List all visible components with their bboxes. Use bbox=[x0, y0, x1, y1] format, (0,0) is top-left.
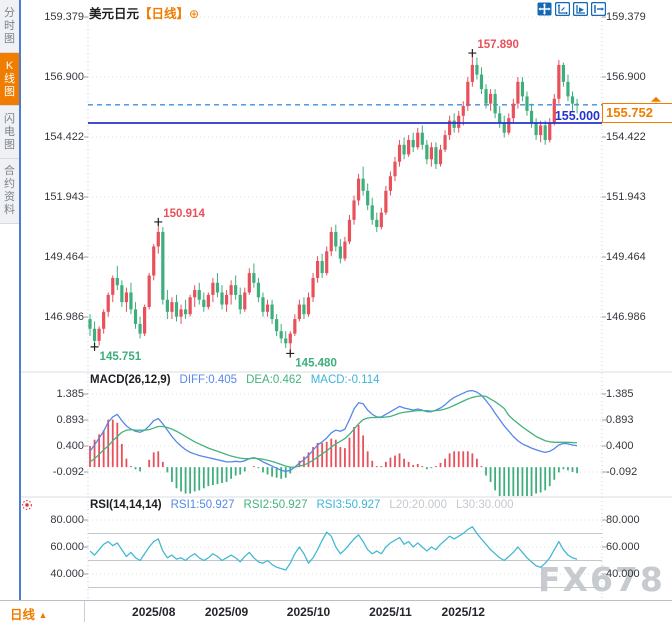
macd-header[interactable]: MACD(26,12,9) DIFF:0.405 DEA:0.462 MACD:-0.… bbox=[90, 374, 389, 386]
price-axis-label: 151.943 bbox=[44, 191, 84, 203]
price-axis-label: 159.379 bbox=[44, 11, 84, 23]
sidebar-item-char: 料 bbox=[4, 204, 15, 216]
price-axis-label: 151.943 bbox=[606, 191, 646, 203]
bottom-bar-divider bbox=[84, 601, 85, 622]
price-axis-label: 146.986 bbox=[44, 311, 84, 323]
period-bracket: 【日线】 bbox=[139, 7, 190, 21]
rsi-l20-value: L20:20.000 bbox=[389, 499, 447, 511]
sidebar-item-char: 线 bbox=[4, 72, 15, 85]
sidebar-item-char: 分 bbox=[4, 6, 15, 19]
macd-axis-label: -0.092 bbox=[606, 466, 638, 478]
period-dropdown-arrow-icon: ▲ bbox=[38, 610, 48, 620]
sidebar-item-char: K bbox=[5, 59, 14, 72]
rsi2-value: RSI2:50.927 bbox=[243, 499, 308, 511]
time-axis-bar: 日线 ▲ 2025/08 2025/09 2025/10 2025/11 2025/12 bbox=[0, 600, 672, 622]
chart-title: 美元日元【日线】⊕ bbox=[89, 3, 199, 22]
macd-axis-label: 0.893 bbox=[606, 413, 634, 426]
axis-scale-icon[interactable] bbox=[555, 2, 570, 16]
alert-price-label: 155.000 bbox=[554, 109, 600, 123]
rsi-header[interactable]: RSI(14,14,14) RSI1:50.927 RSI2:50.927 RSI3:… bbox=[90, 499, 523, 511]
sidebar-item-tab[interactable]: 合约资料 bbox=[0, 159, 19, 224]
symbol-name: 美元日元 bbox=[89, 7, 140, 21]
macd-axis-label: 1.385 bbox=[56, 388, 84, 400]
month-label: 2025/10 bbox=[286, 605, 331, 619]
month-label: 2025/09 bbox=[204, 605, 249, 619]
sidebar-item-char: 合 bbox=[4, 165, 15, 177]
sidebar-item-tab[interactable]: 分时图 bbox=[0, 0, 19, 53]
period-selector[interactable]: 日线 ▲ bbox=[10, 604, 47, 622]
macd-diff-value: DIFF:0.405 bbox=[179, 374, 238, 386]
price-axis-label: 159.379 bbox=[606, 11, 646, 23]
rsi-l30-value: L30:30.000 bbox=[455, 499, 514, 511]
macd-axis-label: 1.385 bbox=[606, 388, 634, 400]
rsi-axis-label: 60.000 bbox=[50, 541, 84, 553]
rsi3-value: RSI3:50.927 bbox=[316, 499, 381, 511]
price-axis-label: 156.900 bbox=[44, 71, 84, 83]
month-label: 2025/11 bbox=[369, 605, 412, 619]
current-price-label: 155.752 bbox=[602, 103, 672, 123]
macd-axis-label: 0.400 bbox=[606, 440, 634, 453]
sidebar-item-char: 资 bbox=[4, 191, 15, 203]
sidebar-item-char: 图 bbox=[4, 138, 15, 151]
axis-playback-icon[interactable] bbox=[573, 2, 588, 16]
price-annotation: 157.890 bbox=[477, 39, 519, 51]
chart-toolbar bbox=[537, 2, 606, 16]
watermark: FX678 bbox=[538, 560, 665, 599]
sidebar-item-char: 图 bbox=[4, 85, 15, 98]
sidebar-item-char: 约 bbox=[4, 178, 15, 190]
price-axis-label: 149.464 bbox=[44, 251, 84, 263]
sidebar-item-tab[interactable]: 闪电图 bbox=[0, 106, 19, 159]
macd-axis-label: 0.893 bbox=[56, 413, 84, 426]
rsi1-value: RSI1:50.927 bbox=[170, 499, 235, 511]
add-indicator-icon[interactable]: ⊕ bbox=[189, 7, 200, 21]
sidebar-item-char: 时 bbox=[4, 19, 15, 32]
macd-bar-value: MACD:-0.114 bbox=[310, 374, 380, 386]
pan-icon[interactable] bbox=[537, 2, 552, 16]
exit-right-icon[interactable] bbox=[591, 2, 606, 16]
rsi-axis-label: 40.000 bbox=[606, 568, 640, 580]
price-annotation: 145.480 bbox=[295, 357, 337, 369]
price-axis-label: 149.464 bbox=[606, 251, 646, 263]
price-axis-label: 146.986 bbox=[606, 311, 646, 323]
sidebar-item-char: 闪 bbox=[4, 112, 15, 125]
rsi-axis-label: 40.000 bbox=[50, 568, 84, 580]
sidebar-border bbox=[19, 0, 21, 600]
sidebar-item-char: 电 bbox=[4, 125, 15, 138]
price-axis-label: 154.422 bbox=[606, 130, 646, 143]
rsi-axis-label: 80.000 bbox=[606, 514, 640, 526]
month-label: 2025/08 bbox=[132, 605, 176, 619]
rsi-name: RSI(14,14,14) bbox=[90, 499, 162, 511]
macd-dea-value: DEA:0.462 bbox=[246, 374, 302, 386]
macd-axis-label: -0.092 bbox=[52, 466, 84, 478]
macd-name: MACD(26,12,9) bbox=[90, 374, 171, 386]
price-annotation: 145.751 bbox=[100, 351, 142, 363]
price-axis-label: 154.422 bbox=[44, 130, 84, 143]
price-annotation: 150.914 bbox=[163, 208, 205, 220]
period-label: 日线 bbox=[10, 608, 36, 622]
macd-axis-label: 0.400 bbox=[56, 440, 84, 453]
month-label: 2025/12 bbox=[441, 605, 485, 619]
sidebar-item-char: 图 bbox=[4, 32, 15, 45]
rsi-alert-icon[interactable] bbox=[21, 499, 33, 511]
rsi-axis-label: 80.000 bbox=[50, 514, 84, 526]
rsi-axis-label: 60.000 bbox=[606, 541, 640, 553]
price-axis-label: 156.900 bbox=[606, 71, 646, 83]
